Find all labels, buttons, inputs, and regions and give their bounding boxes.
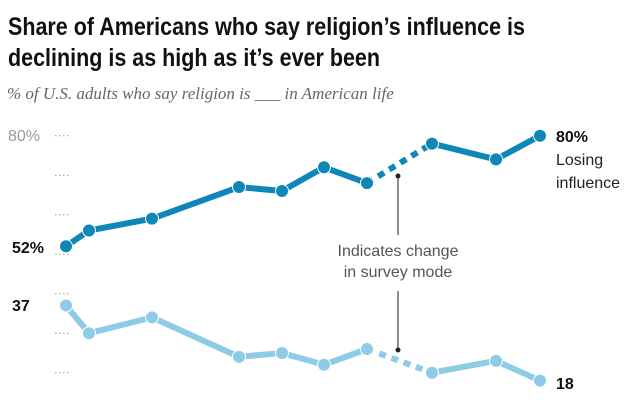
series-1-point-7 bbox=[425, 365, 439, 380]
series-1-segment-1 bbox=[88, 314, 153, 337]
series-0-point-3 bbox=[232, 180, 246, 195]
series-1-point-8 bbox=[489, 353, 503, 368]
series-0-point-0 bbox=[59, 239, 73, 254]
series-1-segment-3 bbox=[238, 349, 283, 360]
series-0-segment-7 bbox=[431, 140, 497, 163]
chart-subtitle: % of U.S. adults who say religion is ___… bbox=[7, 84, 394, 103]
annotation-text-2: in survey mode bbox=[344, 264, 453, 281]
series-0-segment-8 bbox=[494, 133, 542, 163]
series-1-point-4 bbox=[275, 345, 289, 360]
series-1-point-3 bbox=[232, 349, 246, 364]
series-1-point-6 bbox=[360, 342, 374, 356]
series-0-point-5 bbox=[317, 160, 331, 175]
series-1-point-5 bbox=[317, 357, 331, 372]
annotation-dot-upper bbox=[395, 173, 401, 179]
end-label-top: 80% bbox=[556, 129, 588, 146]
title-line-2: declining is as high as it’s ever been bbox=[8, 44, 381, 72]
series-1-segment-8 bbox=[494, 358, 542, 384]
end-label-bottom: 18 bbox=[556, 376, 574, 393]
series-1-segment-5 bbox=[322, 346, 369, 368]
series-0-segment-1 bbox=[88, 215, 153, 234]
series-1-segment-2 bbox=[150, 314, 241, 360]
series-1-point-9 bbox=[533, 373, 547, 388]
series-0-segment-3 bbox=[238, 184, 283, 194]
annotation-dot-lower bbox=[395, 347, 401, 353]
y-tick-label-80: 80% bbox=[8, 128, 40, 145]
series-label-line-2: influence bbox=[556, 175, 620, 192]
series-0-point-7 bbox=[425, 136, 439, 151]
series-0-point-1 bbox=[82, 223, 96, 238]
series-1-point-2 bbox=[145, 310, 159, 325]
annotation-text-1: Indicates change bbox=[338, 243, 459, 260]
series-0-segment-2 bbox=[150, 184, 241, 222]
series-1-segment-7 bbox=[431, 357, 497, 376]
series-1-point-0 bbox=[59, 298, 73, 313]
series-0-segment-4 bbox=[280, 164, 326, 194]
series-label-line-1: Losing bbox=[556, 152, 603, 169]
start-label-bottom: 37 bbox=[12, 298, 30, 315]
series-0-point-4 bbox=[275, 184, 289, 198]
series-1-point-1 bbox=[82, 326, 96, 341]
series-0-point-6 bbox=[360, 176, 374, 191]
series-0-point-8 bbox=[489, 152, 503, 167]
chart-title: Share of Americans who say religion’s in… bbox=[8, 12, 525, 74]
series-0-segment-5 bbox=[322, 164, 369, 186]
series-0-point-2 bbox=[145, 211, 159, 226]
title-line-1: Share of Americans who say religion’s in… bbox=[8, 13, 525, 41]
series-0-point-9 bbox=[533, 128, 547, 143]
series-1-segment-4 bbox=[281, 350, 325, 368]
start-label-top: 52% bbox=[12, 240, 44, 257]
series-1-segment-6 bbox=[365, 346, 434, 376]
